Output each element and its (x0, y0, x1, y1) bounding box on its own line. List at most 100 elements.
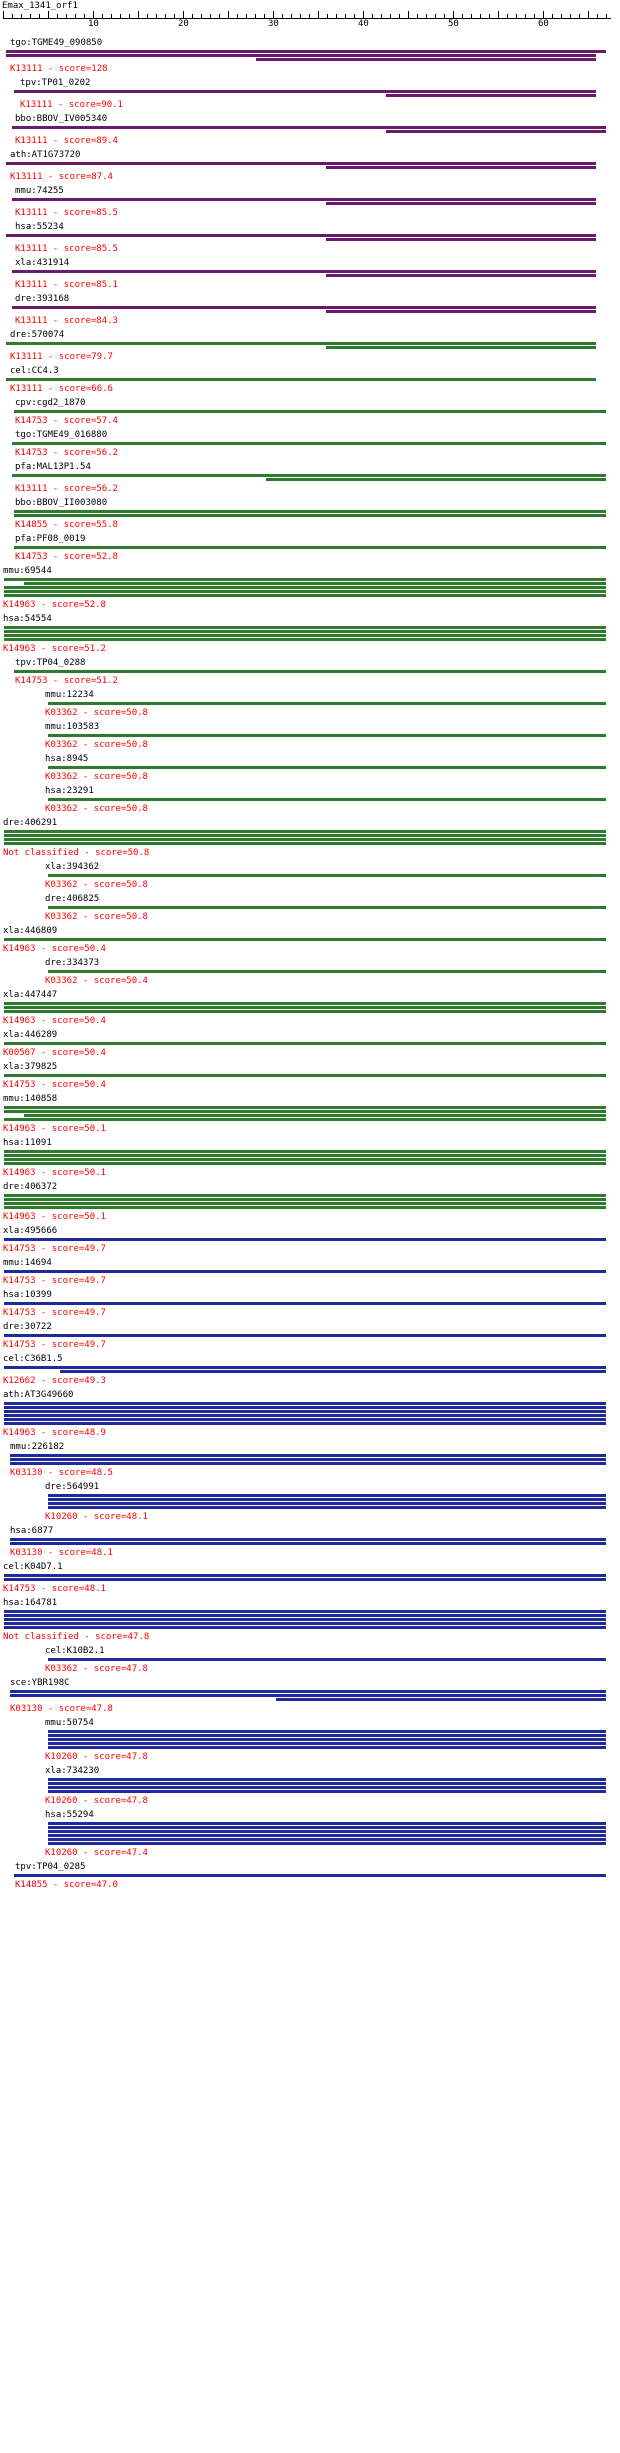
alignment-bar[interactable] (4, 1610, 606, 1613)
alignment-bar[interactable] (24, 582, 606, 585)
hit-gene-id[interactable]: tpv:TP04_0285 (15, 1862, 86, 1872)
alignment-bar[interactable] (326, 310, 596, 313)
alignment-bar[interactable] (48, 1730, 606, 1733)
alignment-bar[interactable] (48, 1506, 606, 1509)
alignment-bar[interactable] (48, 798, 606, 801)
alignment-bar[interactable] (14, 670, 606, 673)
hit-gene-id[interactable]: ath:AT3G49660 (3, 1390, 74, 1400)
alignment-bar[interactable] (12, 198, 596, 201)
alignment-bar[interactable] (4, 1202, 606, 1205)
alignment-bar[interactable] (4, 1574, 606, 1577)
alignment-bar[interactable] (12, 126, 606, 129)
hit-gene-id[interactable]: tgo:TGME49_090850 (10, 38, 103, 48)
hit-gene-id[interactable]: tpv:TP01_0202 (20, 78, 91, 88)
hit-gene-id[interactable]: dre:570074 (10, 330, 65, 340)
alignment-bar[interactable] (4, 938, 606, 941)
hit-gene-id[interactable]: bbo:BBOV_IV005340 (15, 114, 108, 124)
alignment-bar[interactable] (4, 1154, 606, 1157)
hit-gene-id[interactable]: dre:406372 (3, 1182, 58, 1192)
hit-gene-id[interactable]: cel:CC4.3 (10, 366, 59, 376)
hit-gene-id[interactable]: xla:431914 (15, 258, 70, 268)
alignment-bar[interactable] (10, 1538, 606, 1541)
alignment-bar[interactable] (326, 346, 596, 349)
alignment-bar[interactable] (326, 238, 596, 241)
alignment-bar[interactable] (10, 1690, 606, 1693)
hit-gene-id[interactable]: hsa:164781 (3, 1598, 58, 1608)
alignment-bar[interactable] (4, 1158, 606, 1161)
alignment-bar[interactable] (4, 1270, 606, 1273)
alignment-bar[interactable] (6, 234, 596, 237)
hit-gene-id[interactable]: pfa:MAL13P1.54 (15, 462, 91, 472)
alignment-bar[interactable] (14, 510, 606, 513)
hit-gene-id[interactable]: hsa:54554 (3, 614, 52, 624)
hit-gene-id[interactable]: ath:AT1G73720 (10, 150, 81, 160)
hit-gene-id[interactable]: hsa:6877 (10, 1526, 54, 1536)
alignment-bar[interactable] (4, 838, 606, 841)
hit-gene-id[interactable]: mmu:14694 (3, 1258, 52, 1268)
hit-gene-id[interactable]: dre:334373 (45, 958, 100, 968)
alignment-bar[interactable] (4, 586, 606, 589)
alignment-bar[interactable] (6, 342, 596, 345)
alignment-bar[interactable] (48, 1830, 606, 1833)
hit-gene-id[interactable]: xla:394362 (45, 862, 100, 872)
alignment-bar[interactable] (48, 1746, 606, 1749)
alignment-bar[interactable] (326, 202, 596, 205)
alignment-bar[interactable] (48, 1842, 606, 1845)
alignment-bar[interactable] (4, 1002, 606, 1005)
alignment-bar[interactable] (10, 1542, 606, 1545)
alignment-bar[interactable] (12, 306, 596, 309)
alignment-bar[interactable] (4, 1106, 606, 1109)
alignment-bar[interactable] (48, 906, 606, 909)
alignment-bar[interactable] (48, 1498, 606, 1501)
alignment-bar[interactable] (48, 1742, 606, 1745)
hit-gene-id[interactable]: dre:30722 (3, 1322, 52, 1332)
alignment-bar[interactable] (10, 1462, 606, 1465)
alignment-bar[interactable] (48, 1734, 606, 1737)
hit-gene-id[interactable]: cel:C36B1.5 (3, 1354, 63, 1364)
alignment-bar[interactable] (48, 1838, 606, 1841)
hit-gene-id[interactable]: mmu:50754 (45, 1718, 94, 1728)
alignment-bar[interactable] (48, 702, 606, 705)
alignment-bar[interactable] (24, 1114, 606, 1117)
alignment-bar[interactable] (4, 1410, 606, 1413)
alignment-bar[interactable] (4, 634, 606, 637)
alignment-bar[interactable] (4, 630, 606, 633)
alignment-bar[interactable] (12, 270, 596, 273)
hit-gene-id[interactable]: mmu:103583 (45, 722, 100, 732)
hit-gene-id[interactable]: mmu:12234 (45, 690, 94, 700)
alignment-bar[interactable] (10, 1694, 606, 1697)
alignment-bar[interactable] (386, 130, 606, 133)
hit-gene-id[interactable]: hsa:23291 (45, 786, 94, 796)
alignment-bar[interactable] (48, 1826, 606, 1829)
hit-gene-id[interactable]: xla:734230 (45, 1766, 100, 1776)
alignment-bar[interactable] (4, 1206, 606, 1209)
alignment-bar[interactable] (10, 1454, 606, 1457)
hit-gene-id[interactable]: dre:406825 (45, 894, 100, 904)
hit-gene-id[interactable]: mmu:74255 (15, 186, 64, 196)
alignment-bar[interactable] (266, 478, 606, 481)
hit-gene-id[interactable]: sce:YBR198C (10, 1678, 70, 1688)
alignment-bar[interactable] (4, 1402, 606, 1405)
alignment-bar[interactable] (4, 626, 606, 629)
alignment-bar[interactable] (4, 578, 606, 581)
alignment-bar[interactable] (6, 378, 596, 381)
alignment-bar[interactable] (14, 546, 606, 549)
alignment-bar[interactable] (4, 638, 606, 641)
alignment-bar[interactable] (14, 410, 606, 413)
alignment-bar[interactable] (4, 1238, 606, 1241)
hit-gene-id[interactable]: xla:446809 (3, 926, 58, 936)
hit-gene-id[interactable]: mmu:140858 (3, 1094, 58, 1104)
hit-gene-id[interactable]: dre:564991 (45, 1482, 100, 1492)
alignment-bar[interactable] (4, 1150, 606, 1153)
alignment-bar[interactable] (256, 58, 596, 61)
hit-gene-id[interactable]: tpv:TP04_0288 (15, 658, 86, 668)
alignment-bar[interactable] (4, 1578, 606, 1581)
alignment-bar[interactable] (48, 766, 606, 769)
hit-gene-id[interactable]: xla:379825 (3, 1062, 58, 1072)
alignment-bar[interactable] (4, 594, 606, 597)
alignment-bar[interactable] (14, 514, 606, 517)
hit-gene-id[interactable]: cpv:cgd2_1870 (15, 398, 86, 408)
hit-gene-id[interactable]: xla:447447 (3, 990, 58, 1000)
alignment-bar[interactable] (48, 874, 606, 877)
alignment-bar[interactable] (48, 970, 606, 973)
